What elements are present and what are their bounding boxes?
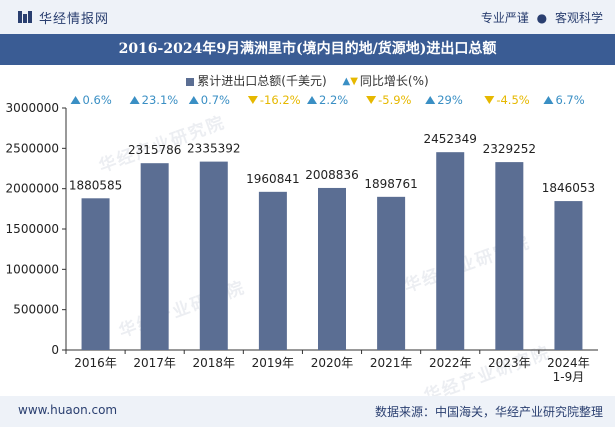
bar xyxy=(495,162,524,350)
y-tick-label: 3000000 xyxy=(6,101,59,115)
growth-label: 23.1% xyxy=(142,93,179,107)
triangle-down-icon: ▼ xyxy=(350,76,358,87)
bar xyxy=(258,191,287,350)
x-tick-label: 2018年 xyxy=(193,356,236,370)
slogan-left: 专业严谨 xyxy=(480,11,529,25)
bar xyxy=(377,196,406,350)
bar-chart: 0 500000 1000000 1500000 2000000 2500000 30000… xyxy=(6,93,598,384)
legend-bar: 累计进出口总额(千美元) xyxy=(186,72,327,89)
legend-bar-label: 累计进出口总额(千美元) xyxy=(197,74,327,88)
growth-down-icon xyxy=(484,96,495,104)
bar-value-label: 2315786 xyxy=(128,143,181,157)
y-tick-label: 2500000 xyxy=(6,141,59,155)
y-tick-label: 2000000 xyxy=(6,182,59,196)
bar xyxy=(81,198,110,350)
growth-label: -5.9% xyxy=(378,93,411,107)
growth-label: 2.2% xyxy=(319,93,348,107)
growth-label: 0.7% xyxy=(201,93,230,107)
logo-icon xyxy=(18,11,32,23)
x-tick-label: 2020年 xyxy=(311,356,354,370)
x-tick-label: 2021年 xyxy=(370,356,413,370)
x-tick-label: 2024年 1-9月 xyxy=(547,356,590,384)
brand-name: 华经情报网 xyxy=(39,12,110,27)
bar xyxy=(140,163,169,350)
growth-up-icon xyxy=(543,96,554,104)
footer-source: 数据来源：中国海关，华经产业研究院整理 xyxy=(374,405,603,419)
x-tick-label: 2023年 xyxy=(488,356,531,370)
bar-value-label: 1880585 xyxy=(69,178,122,192)
growth-label: -4.5% xyxy=(496,93,529,107)
slogan-separator: ● xyxy=(536,11,548,25)
growth-up-icon xyxy=(129,96,140,104)
bar xyxy=(554,201,583,350)
growth-up-icon xyxy=(70,96,81,104)
title-bar: 2016-2024年9月满洲里市(境内目的地/货源地)进出口总额 xyxy=(0,34,615,65)
bar-value-label: 1898761 xyxy=(364,177,417,191)
bar-value-label: 2008836 xyxy=(305,168,358,182)
growth-label: -16.2% xyxy=(260,93,301,107)
growth-down-icon xyxy=(247,96,258,104)
footer-bar: www.huaon.com 数据来源：中国海关，华经产业研究院整理 xyxy=(0,396,615,427)
bar xyxy=(436,152,465,350)
y-tick-label: 1500000 xyxy=(6,222,59,236)
footer-url: www.huaon.com xyxy=(18,403,118,417)
bar-value-label: 1846053 xyxy=(542,181,595,195)
bar-value-label: 2335392 xyxy=(187,142,240,156)
growth-up-icon xyxy=(307,96,317,104)
growth-label: 6.7% xyxy=(555,93,584,107)
chart-legend: 累计进出口总额(千美元) ▲▼ 同比增长(%) xyxy=(0,72,615,90)
x-tick-label: 2016年 xyxy=(74,356,117,370)
x-tick-label: 2022年 xyxy=(429,356,472,370)
bar xyxy=(318,187,346,350)
legend-growth: ▲▼ 同比增长(%) xyxy=(343,72,429,89)
legend-bar-swatch xyxy=(186,77,195,86)
slogan: 专业严谨 ● 客观科学 xyxy=(481,9,603,26)
growth-up-icon xyxy=(425,96,436,104)
bar-value-label: 1960841 xyxy=(246,172,299,186)
bar-value-label: 2329252 xyxy=(483,142,536,156)
growth-label: 0.6% xyxy=(83,93,112,107)
growth-up-icon xyxy=(188,96,199,104)
y-tick-label: 0 xyxy=(51,343,59,357)
growth-down-icon xyxy=(366,96,377,104)
header-bar: 华经情报网 专业严谨 ● 客观科学 xyxy=(0,0,615,34)
y-tick-label: 500000 xyxy=(13,303,59,317)
triangle-up-icon: ▲ xyxy=(342,76,351,87)
slogan-right: 客观科学 xyxy=(554,11,603,25)
bar-value-label: 2452349 xyxy=(423,132,476,146)
growth-label: 29% xyxy=(437,93,463,107)
y-tick-label: 1000000 xyxy=(6,262,59,276)
bar xyxy=(199,161,228,350)
x-tick-label: 2019年 xyxy=(252,356,295,370)
legend-growth-label: 同比增长(%) xyxy=(359,74,429,88)
chart-title: 2016-2024年9月满洲里市(境内目的地/货源地)进出口总额 xyxy=(118,41,497,57)
x-tick-label: 2017年 xyxy=(133,356,176,370)
